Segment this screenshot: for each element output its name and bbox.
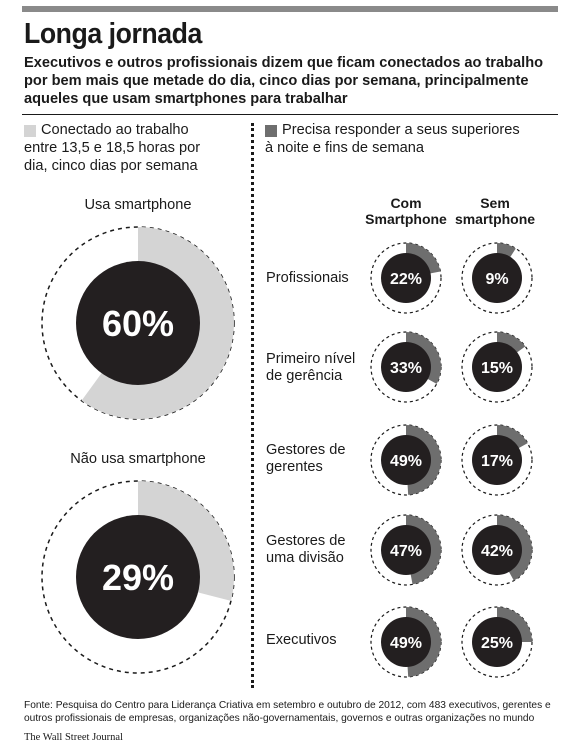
column-head-com-line-1: Com xyxy=(390,195,422,211)
donut-s1-r2-center xyxy=(381,342,431,392)
legend-swatch-dark xyxy=(265,125,277,137)
donut-s2-r3-center xyxy=(472,435,522,485)
donut-s1-r5-label: 49% xyxy=(390,635,422,652)
row-label-gestores-gerentes-line-1: Gestores de xyxy=(266,442,346,458)
donut-s2-r2-center xyxy=(472,342,522,392)
donut-s1-r4-label: 47% xyxy=(390,543,422,560)
chart-title: Longa jornada xyxy=(24,18,202,50)
legend-connected-line-1: Conectado ao trabalho xyxy=(41,122,189,138)
donut-s1-r2-label: 33% xyxy=(390,360,422,377)
donut-s1-r1-center xyxy=(381,253,431,303)
column-head-com-line-2: Smartphone xyxy=(365,211,447,227)
row-label-gestores-divisao-line-1: Gestores de xyxy=(266,533,346,549)
chart-subtitle: Executivos e outros profissionais dizem … xyxy=(24,55,544,107)
donut-s1-r3-label: 49% xyxy=(390,453,422,470)
column-head-sem: Sem smartphone xyxy=(440,195,550,227)
legend-respond-line-2: à noite e fins de semana xyxy=(265,140,425,156)
legend-connected-line-2: entre 13,5 e 18,5 horas por xyxy=(24,140,201,156)
row-label-executivos-line-1: Executivos xyxy=(266,632,337,648)
row-label-executivos: Executivos xyxy=(266,632,337,649)
donut-s1-r5-center xyxy=(381,617,431,667)
donut-s2-r4-label: 42% xyxy=(481,543,513,560)
label-usa-smartphone: Usa smartphone xyxy=(84,197,192,213)
legend-connected-line-3: dia, cinco dias por semana xyxy=(24,158,198,174)
big-donut-1-label: 60% xyxy=(102,303,174,344)
donut-s1-r3-center xyxy=(381,435,431,485)
column-head-sem-line-2: smartphone xyxy=(454,211,536,227)
donut-s1-r1-label: 22% xyxy=(390,271,422,288)
donut-s2-r1-label: 9% xyxy=(485,271,508,288)
legend-swatch-light xyxy=(24,125,36,137)
column-head-sem-line-1: Sem xyxy=(480,195,510,211)
label-nao-usa-smartphone: Não usa smartphone xyxy=(70,451,206,467)
row-label-primeiro-nivel-line-1: Primeiro nível xyxy=(266,351,356,367)
row-label-gestores-gerentes: Gestores de gerentes xyxy=(266,442,346,476)
credit: The Wall Street Journal xyxy=(24,732,123,743)
row-label-primeiro-nivel-line-2: de gerência xyxy=(266,368,343,384)
donut-s2-r1-center xyxy=(472,253,522,303)
header-rule xyxy=(22,114,558,115)
source-note: Fonte: Pesquisa do Centro para Liderança… xyxy=(24,700,551,724)
row-label-gestores-gerentes-line-2: gerentes xyxy=(266,459,323,475)
big-donut-2-label: 29% xyxy=(102,557,174,598)
donut-s1-r4-center xyxy=(381,525,431,575)
big-donut-1-center xyxy=(76,261,200,385)
legend-respond-line-1: Precisa responder a seus superiores xyxy=(282,122,520,138)
row-label-gestores-divisao-line-2: uma divisão xyxy=(266,550,344,566)
donut-s2-r5-center xyxy=(472,617,522,667)
row-label-profissionais: Profissionais xyxy=(266,270,349,287)
top-bar xyxy=(22,6,558,12)
donut-s2-r3-label: 17% xyxy=(481,453,513,470)
big-donut-2-center xyxy=(76,515,200,639)
row-label-gestores-divisao: Gestores de uma divisão xyxy=(266,533,346,567)
donut-s2-r2-label: 15% xyxy=(481,360,513,377)
row-label-primeiro-nivel: Primeiro nível de gerência xyxy=(266,351,355,385)
donut-s2-r4-center xyxy=(472,525,522,575)
donut-s2-r5-label: 25% xyxy=(481,635,513,652)
column-head-com: Com Smartphone xyxy=(351,195,461,227)
row-label-profissionais-line-1: Profissionais xyxy=(266,270,349,286)
column-divider xyxy=(251,123,254,688)
